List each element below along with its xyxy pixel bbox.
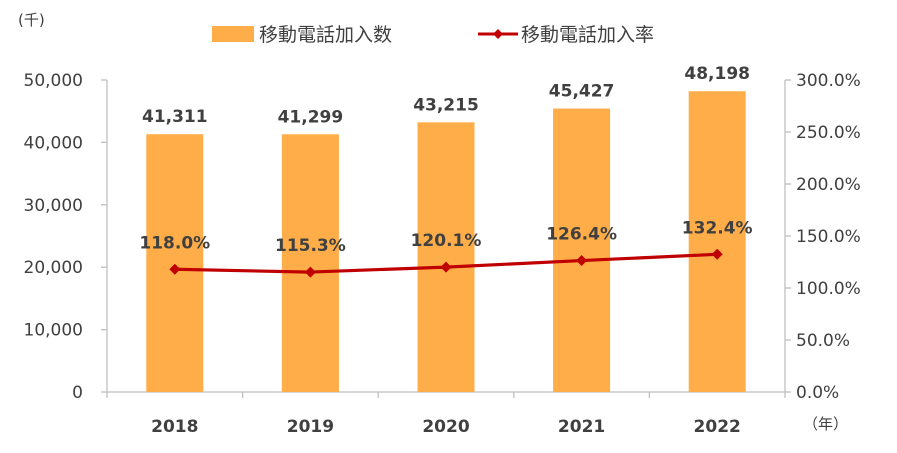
y-right-tick-label: 100.0% (796, 279, 861, 299)
bar (688, 91, 746, 392)
y-right-tick-label: 0.0% (796, 383, 839, 403)
y-left-tick-label: 20,000 (24, 258, 83, 278)
y-right-tick-label: 200.0% (796, 175, 861, 195)
line-marker (440, 261, 452, 273)
x-tick-label: 2019 (287, 417, 334, 437)
bar (553, 108, 611, 392)
y-right-ticks: 0.0% 50.0% 100.0% 150.0% 200.0% 250.0% 300.0% (785, 71, 861, 403)
bar-value-label: 45,427 (549, 82, 615, 102)
line-marker (304, 266, 316, 278)
line-series (169, 248, 723, 278)
x-tick-label: 2018 (151, 417, 198, 437)
legend-line-label: 移動電話加入率 (521, 24, 654, 46)
line-value-label: 126.4% (546, 225, 617, 245)
line-value-label: 120.1% (411, 231, 482, 251)
y-left-tick-label: 50,000 (24, 71, 83, 91)
y-left-tick-label: 10,000 (24, 321, 83, 341)
y-left-unit-label: (千) (18, 11, 45, 29)
line-value-label: 115.3% (275, 236, 346, 256)
x-unit-label: （年） (803, 415, 848, 433)
y-right-tick-label: 250.0% (796, 123, 861, 143)
bar-value-label: 43,215 (413, 95, 479, 115)
legend-bar-swatch (212, 26, 254, 42)
line-value-label: 132.4% (682, 218, 753, 238)
y-left-ticks: 0 10,000 20,000 30,000 40,000 50,000 (24, 71, 107, 403)
bar (146, 134, 204, 392)
bar (417, 122, 475, 392)
y-right-tick-label: 150.0% (796, 227, 861, 247)
x-tick-label: 2020 (422, 417, 469, 437)
y-left-tick-label: 40,000 (24, 133, 83, 153)
x-ticks: 2018 2019 2020 2021 2022 (106, 392, 786, 437)
line-data-labels: 118.0% 115.3% 120.1% 126.4% 132.4% (139, 218, 752, 256)
y-right-tick-label: 50.0% (796, 331, 850, 351)
line-marker (711, 248, 723, 260)
y-right-tick-label: 300.0% (796, 71, 861, 91)
line-value-label: 118.0% (139, 233, 210, 253)
legend-line-marker (493, 29, 503, 39)
x-tick-label: 2022 (694, 417, 741, 437)
bar-value-label: 48,198 (684, 64, 750, 84)
bar-data-labels: 41,311 41,299 43,215 45,427 48,198 (142, 64, 750, 127)
bar-series (146, 91, 746, 392)
y-left-tick-label: 30,000 (24, 196, 83, 216)
x-tick-label: 2021 (558, 417, 605, 437)
line-marker (169, 263, 181, 275)
y-left-tick-label: 0 (72, 383, 83, 403)
bar (281, 134, 339, 392)
legend: 移動電話加入数 移動電話加入率 (212, 24, 654, 46)
legend-bar-label: 移動電話加入数 (259, 24, 392, 46)
bar-value-label: 41,299 (278, 107, 344, 127)
line-marker (576, 255, 588, 267)
bar-value-label: 41,311 (142, 107, 208, 127)
